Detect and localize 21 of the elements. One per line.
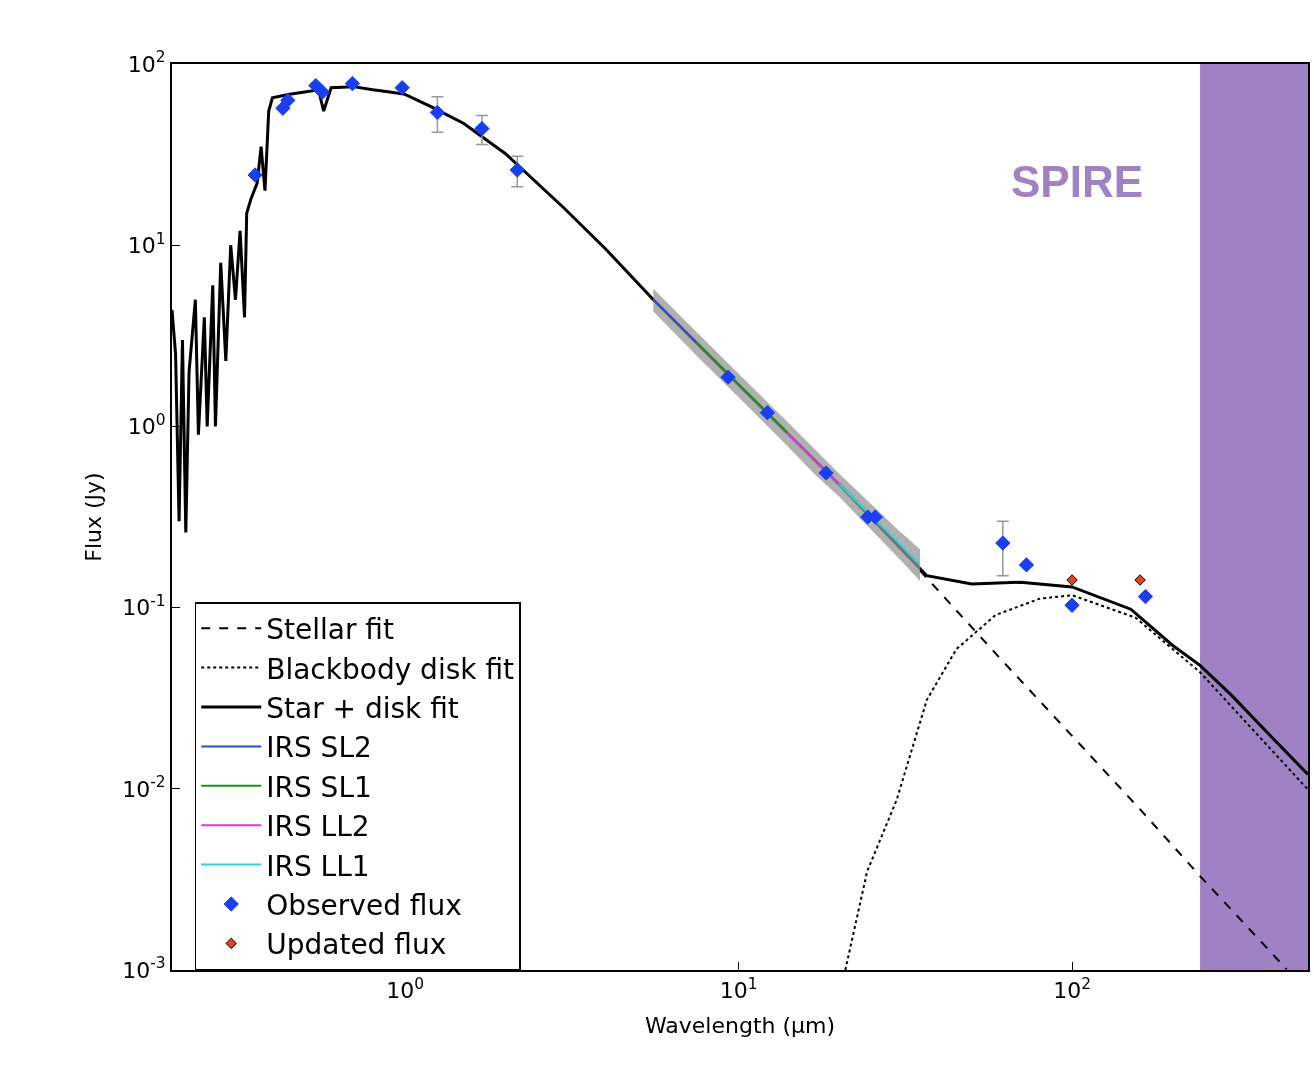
x-axis-title: Wavelength (μm) [644,1012,836,1038]
y-tick-label: 10$^{-2}$ [122,773,166,802]
legend-label: IRS SL1 [266,770,372,804]
y-tick-label: 10$^{-3}$ [122,954,166,983]
band-label: SPIRE [1011,157,1144,206]
legend-label: Updated flux [266,928,447,962]
x-tick-label: 10$^{1}$ [719,975,758,1004]
y-tick-label: 10$^{0}$ [127,410,166,440]
legend-label: IRS LL1 [266,849,370,883]
legend-label: Blackbody disk fit [266,652,515,686]
y-tick-label: 10$^{-1}$ [122,592,166,621]
y-tick-label: 10$^{2}$ [127,48,166,77]
legend-label: Star + disk fit [266,691,459,725]
y-tick-label: 10$^{1}$ [127,229,166,258]
legend-label: Stellar fit [266,613,394,647]
y-axis-title: Flux (Jy) [80,472,106,562]
legend-label: Observed flux [266,888,462,922]
legend-label: IRS SL2 [266,731,372,765]
legend-label: IRS LL2 [266,810,370,844]
x-tick-label: 10$^{0}$ [386,975,424,1004]
x-tick-label: 10$^{2}$ [1053,975,1091,1004]
